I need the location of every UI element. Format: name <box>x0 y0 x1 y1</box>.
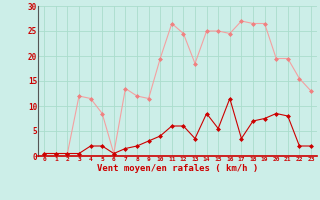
X-axis label: Vent moyen/en rafales ( km/h ): Vent moyen/en rafales ( km/h ) <box>97 164 258 173</box>
